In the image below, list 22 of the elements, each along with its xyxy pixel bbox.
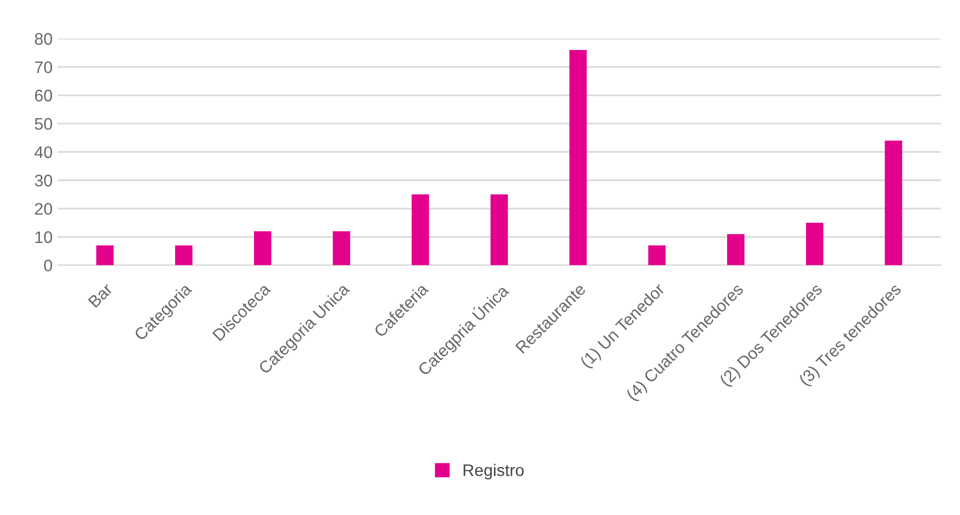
bar (569, 50, 587, 266)
legend-label: Registro (464, 464, 524, 480)
bar (96, 245, 114, 266)
y-tick-label: 10 (35, 231, 52, 244)
x-tick-label: Bar (88, 282, 114, 308)
bar (412, 194, 430, 266)
y-tick-label: 20 (35, 202, 52, 215)
y-tick-label: 30 (34, 174, 52, 186)
y-tick-label: 60 (35, 90, 52, 102)
y-tick-label: 70 (35, 61, 52, 74)
y-tick-label: 80 (34, 33, 52, 45)
y-tick-label: 0 (44, 260, 52, 272)
bar (490, 194, 508, 266)
bar (648, 245, 666, 266)
bar (806, 222, 824, 266)
bar (332, 231, 350, 266)
y-tick-label: 40 (34, 146, 52, 158)
bar (884, 140, 902, 266)
bar (175, 245, 192, 266)
y-tick-label: 50 (34, 118, 52, 130)
bar (727, 234, 744, 266)
bar (254, 231, 272, 266)
